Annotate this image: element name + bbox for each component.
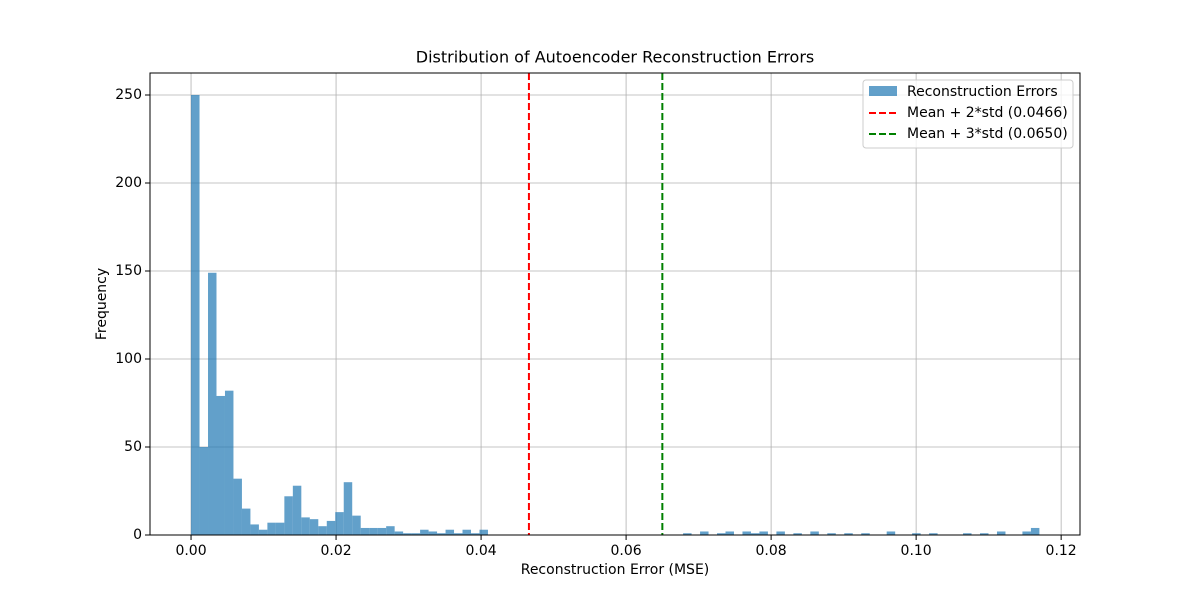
bar [420, 529, 429, 535]
x-tick-label: 0.00 [175, 543, 206, 559]
y-axis-label: Frequency [94, 268, 110, 340]
bar [793, 533, 802, 535]
bars [191, 95, 1040, 535]
legend: Reconstruction Errors Mean + 2*std (0.046… [862, 79, 1074, 149]
bar [1022, 531, 1031, 535]
bar [309, 519, 319, 535]
bar [437, 533, 446, 535]
bar [683, 533, 692, 535]
bar [886, 531, 896, 535]
x-tick-label: 0.04 [465, 543, 496, 559]
bar [335, 512, 344, 535]
bar [963, 533, 972, 535]
x-tick-label: 0.08 [756, 543, 787, 559]
bar [403, 533, 412, 535]
legend-label: Mean + 3*std (0.0650) [907, 126, 1068, 142]
bar [445, 529, 455, 535]
bar [360, 527, 370, 535]
bar [208, 272, 217, 535]
x-tick-label: 0.12 [1046, 543, 1077, 559]
bar [844, 533, 853, 535]
bar [479, 529, 488, 535]
y-tick-label: 100 [115, 351, 142, 367]
bar [462, 529, 471, 535]
bar [411, 533, 421, 535]
y-tick-label: 0 [133, 527, 142, 543]
bar [292, 485, 302, 535]
bar [810, 531, 819, 535]
bar [750, 533, 760, 535]
threshold-lines [527, 73, 664, 535]
bar [717, 533, 726, 535]
x-tick-label: 0.06 [611, 543, 642, 559]
bar [470, 533, 480, 535]
bar [258, 529, 268, 535]
legend-label: Mean + 2*std (0.0466) [907, 105, 1068, 121]
bar [284, 496, 293, 535]
bar [980, 533, 989, 535]
bar [216, 395, 225, 535]
chart-title: Distribution of Autoencoder Reconstructi… [416, 48, 814, 67]
bar [377, 527, 387, 535]
ticks: 0.00 0.02 0.04 0.06 0.08 0.10 0.12 0 50 100 150 200… [115, 87, 1076, 559]
bar [861, 533, 870, 535]
bar [250, 524, 259, 535]
plot-frame [149, 72, 1081, 536]
bar [369, 527, 378, 535]
bar [996, 531, 1006, 535]
bar [318, 526, 327, 535]
bar [326, 520, 336, 535]
bar [700, 531, 709, 535]
bar [428, 531, 438, 535]
bar [929, 533, 938, 535]
bar [343, 482, 353, 535]
legend-label: Reconstruction Errors [907, 84, 1058, 100]
bar [394, 531, 404, 535]
x-tick-label: 0.02 [320, 543, 351, 559]
bar [776, 531, 785, 535]
bar [352, 515, 361, 535]
x-tick-label: 0.10 [901, 543, 932, 559]
bar [275, 522, 285, 535]
bar [1030, 527, 1040, 535]
bar [241, 508, 251, 535]
bar [301, 517, 310, 535]
bar [827, 533, 836, 535]
y-tick-label: 250 [115, 87, 142, 103]
bar [233, 478, 242, 535]
bar [742, 531, 751, 535]
bar [386, 526, 395, 535]
y-tick-label: 150 [115, 263, 142, 279]
bar [759, 531, 768, 535]
y-tick-label: 200 [115, 175, 142, 191]
bar [267, 522, 276, 535]
bar [454, 533, 463, 535]
bar [725, 531, 734, 535]
bar [191, 95, 200, 535]
y-tick-label: 50 [124, 439, 142, 455]
x-axis-label: Reconstruction Error (MSE) [521, 562, 710, 578]
bar [224, 390, 234, 535]
bar [199, 447, 209, 535]
legend-box [862, 79, 1074, 149]
bar [912, 533, 921, 535]
legend-swatch [869, 86, 897, 96]
